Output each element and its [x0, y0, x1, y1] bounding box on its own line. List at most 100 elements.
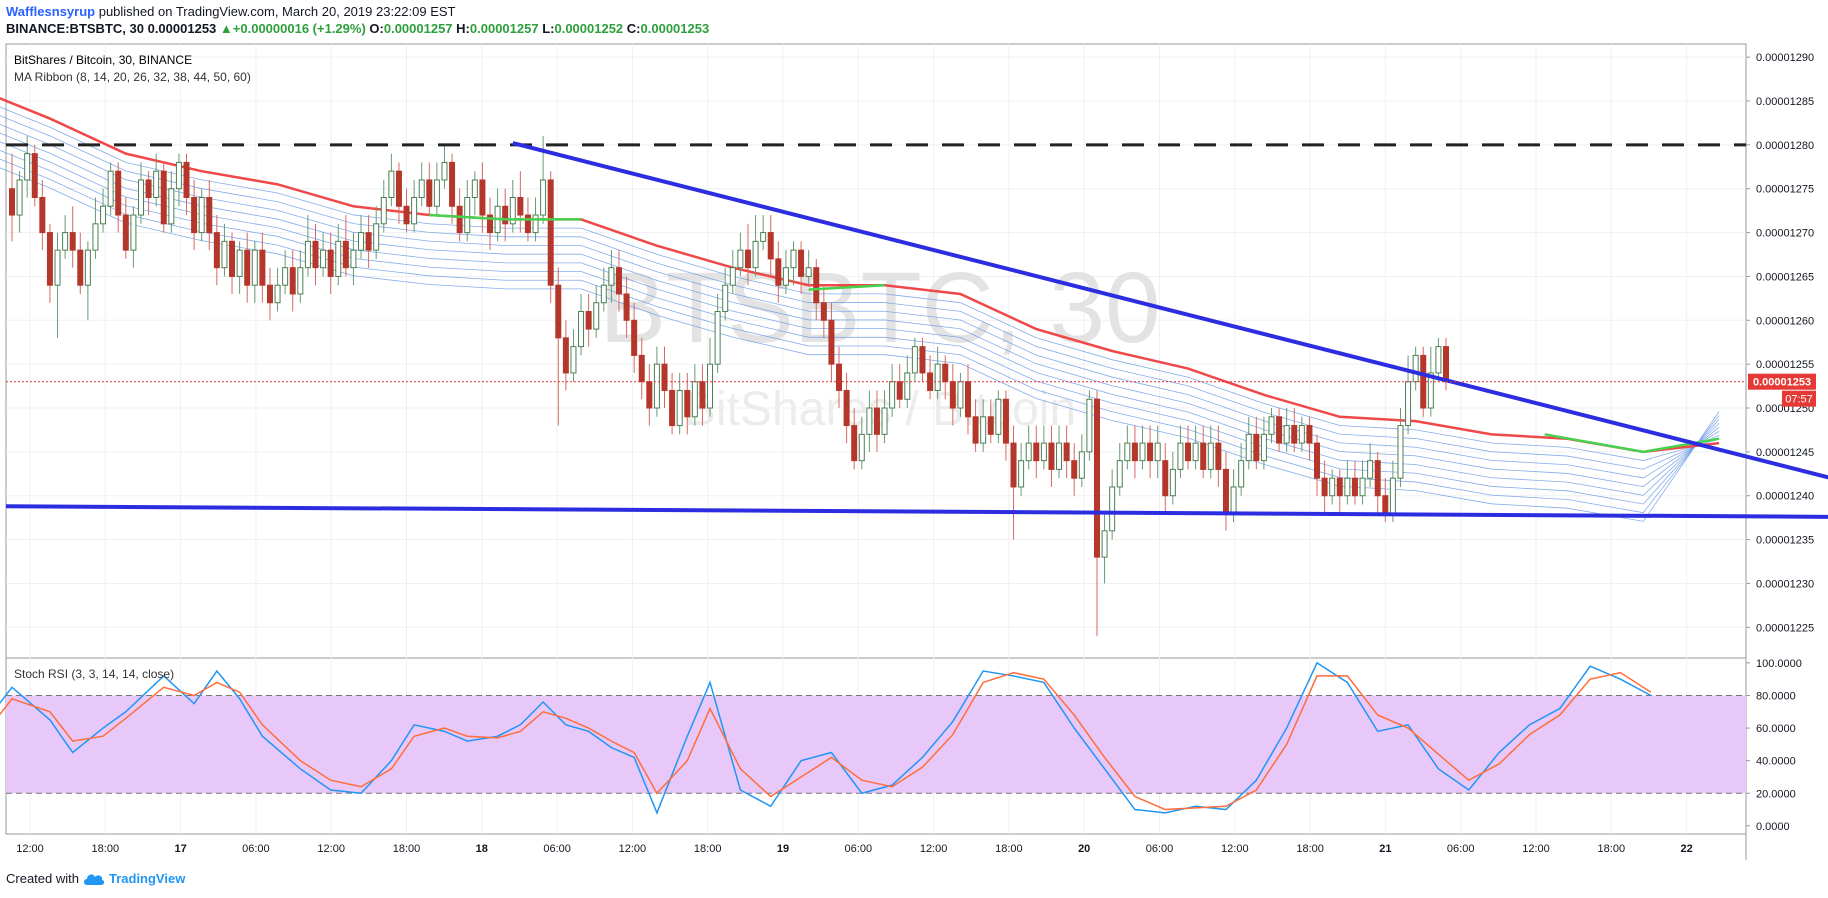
candle-body	[1162, 460, 1169, 497]
price-tick-label: 0.00001270	[1756, 228, 1814, 240]
candle-body	[1314, 442, 1321, 479]
candle-body	[1344, 477, 1351, 497]
candle-body	[608, 267, 615, 286]
candle-body	[312, 240, 319, 269]
tradingview-link[interactable]: TradingView	[108, 871, 186, 886]
candle-body	[342, 240, 349, 269]
candle-body	[107, 170, 114, 207]
candle-body	[873, 407, 880, 435]
candle-body	[297, 267, 304, 295]
candle-body	[631, 319, 638, 356]
candle-body	[972, 416, 979, 444]
candle-body	[1382, 495, 1389, 514]
candle-body	[229, 240, 236, 277]
candle-body	[737, 249, 744, 269]
candle-body	[1351, 477, 1358, 497]
candle-body	[1238, 460, 1245, 488]
rsi-axis[interactable]: 100.0000 80.0000 60.0000 40.0000 20.0000 0.00…	[1746, 658, 1802, 833]
candle-body	[1093, 398, 1100, 558]
ma-ribbon-line	[0, 132, 1720, 488]
time-tick-label: 06:00	[242, 843, 270, 855]
candle-body	[805, 267, 812, 277]
candle-body	[1389, 477, 1396, 514]
candle-body	[866, 407, 873, 435]
candle-body	[714, 311, 721, 365]
candle-body	[1071, 460, 1078, 479]
tradingview-cloud-icon	[83, 874, 105, 885]
candle-body	[532, 214, 539, 234]
candle-body	[54, 249, 61, 286]
candle-body	[441, 161, 448, 181]
price-tick-label: 0.00001240	[1756, 491, 1814, 503]
candle-body	[775, 258, 782, 286]
created-with-text: Created with	[6, 871, 79, 886]
publish-line: Wafflesnsyrup published on TradingView.c…	[6, 4, 455, 19]
candle-body	[1374, 460, 1381, 497]
candle-body	[69, 232, 76, 251]
candle-body	[570, 346, 577, 374]
candle-body	[1405, 381, 1412, 427]
candle-body	[828, 319, 835, 365]
price-axis[interactable]: 0.00001290 0.00001285 0.00001280 0.00001275…	[1746, 52, 1814, 634]
candle-body	[411, 197, 418, 225]
price-tick-label: 0.00001230	[1756, 578, 1814, 590]
candle-body	[987, 416, 994, 435]
ma-ribbon-line	[0, 106, 1720, 461]
candle-body	[881, 407, 888, 435]
candle-body	[365, 232, 372, 251]
candle-body	[957, 381, 964, 409]
candle-body	[1306, 425, 1313, 444]
candle-body	[1040, 442, 1047, 462]
candle-body	[1025, 442, 1032, 462]
candle-body	[995, 398, 1002, 435]
candle-body	[509, 197, 516, 225]
upper-trendline[interactable]	[512, 141, 1828, 513]
time-tick-label: 12:00	[1221, 843, 1249, 855]
watermark-name: BitShares / Bitcoin	[684, 383, 1076, 436]
candle-body	[1443, 346, 1449, 383]
candle-body	[1010, 442, 1017, 488]
candle-body	[395, 170, 402, 207]
candle-body	[934, 363, 941, 391]
candle-body	[479, 179, 486, 216]
author-link[interactable]: Wafflesnsyrup	[6, 4, 96, 19]
candle-body	[304, 240, 311, 269]
candle-body	[1291, 425, 1298, 444]
up-arrow-icon: ▲	[219, 21, 233, 36]
candle-body	[813, 267, 820, 304]
candle-body	[949, 381, 956, 409]
candle-body	[433, 179, 440, 207]
candle-body	[707, 363, 714, 409]
time-tick-label: 12:00	[619, 843, 647, 855]
time-tick-label: 21	[1379, 843, 1391, 855]
candle-body	[1283, 425, 1290, 444]
rsi-tick-label: 20.0000	[1756, 788, 1796, 800]
stoch-d-line	[0, 671, 1652, 811]
time-axis[interactable]: 12:00 18:00 17 06:00 12:00 18:00 18 06:00 12:00 1…	[16, 843, 1692, 855]
candle-body	[487, 214, 493, 234]
time-tick-label: 18	[476, 843, 488, 855]
time-tick-label: 20	[1078, 843, 1090, 855]
candle-body	[1435, 346, 1442, 374]
high-label: H:	[456, 21, 470, 36]
countdown-tag: 07:57	[1785, 394, 1813, 406]
time-tick-label: 12:00	[317, 843, 345, 855]
candle-body	[1063, 442, 1070, 462]
candle-body	[153, 170, 160, 198]
ma-ribbon-line	[0, 115, 1720, 470]
candle-body	[729, 267, 736, 286]
candle-body	[168, 188, 175, 225]
candle-body	[39, 197, 46, 234]
time-tick-label: 06:00	[543, 843, 571, 855]
candle-body	[24, 153, 31, 181]
candle-body	[942, 363, 949, 383]
chart-area[interactable]: BTSBTC, 30 BitShares / Bitcoin 0.0000129…	[0, 0, 1828, 860]
candle-body	[1260, 433, 1267, 462]
lower-trendline[interactable]	[5, 504, 1828, 519]
candle-body	[638, 354, 645, 383]
candle-body	[661, 363, 668, 391]
time-tick-label: 17	[174, 843, 186, 855]
candle-body	[456, 205, 463, 234]
candle-body	[820, 302, 827, 321]
